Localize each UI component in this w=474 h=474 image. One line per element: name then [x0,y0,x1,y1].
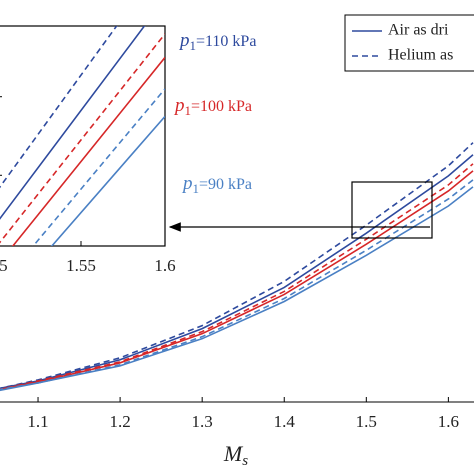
x-tick-label: 1.2 [109,412,130,431]
annotation-subscript: 1 [190,38,197,53]
zoom-box [351,181,433,239]
annotation-text: =90 kPa [199,176,252,193]
line-series [0,170,474,391]
line-series [0,33,165,244]
main-plot: 1.1 1.2 1.3 1.4 1.5 1.6 [0,142,474,431]
annotation-symbol: p [178,30,190,51]
x-tick-label: 1.6 [438,412,459,431]
annotation-subscript: 1 [193,181,200,196]
legend-label: Helium as [388,47,453,64]
x-tick-label: 1.5 [0,256,8,275]
line-series [0,154,474,390]
x-tick-label: 1.1 [27,412,48,431]
line-series [0,142,474,390]
annotation-symbol: p [181,173,193,194]
line-series [0,186,474,392]
legend-label: Air as dri [388,22,449,39]
inset-frame [0,25,166,247]
x-label-symbol: M [223,441,244,466]
x-tick-label: 1.3 [192,412,213,431]
annotation-subscript: 1 [185,103,192,118]
annotation: p1=100 kPa [173,95,252,118]
x-tick-label: 1.4 [274,412,296,431]
legend: Air as dri Helium as [344,14,474,72]
annotation: p1=110 kPa [178,30,256,53]
lines [0,26,165,246]
legend-box [344,14,474,72]
line-series [0,163,474,391]
line-series [11,56,165,246]
lines [0,142,474,392]
x-axis-label: Ms [223,441,248,469]
annotation-text: =100 kPa [191,98,252,115]
line-series [32,88,165,246]
annotation-symbol: p [173,95,185,116]
x-tick-label: 1.5 [356,412,377,431]
line-series [50,115,165,246]
line-series [0,26,118,189]
inset-plot: 1.5 1.55 1.6 [0,25,176,275]
line-series [0,26,146,220]
x-tick-label: 1.55 [66,256,96,275]
annotation-text: =110 kPa [196,33,256,50]
annotation: p1=90 kPa [181,173,252,196]
x-label-subscript: s [242,453,248,469]
x-tick-label: 1.6 [154,256,175,275]
